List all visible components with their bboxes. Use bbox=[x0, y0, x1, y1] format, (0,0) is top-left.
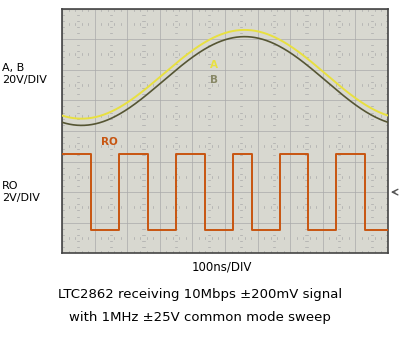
Text: RO
2V/DIV: RO 2V/DIV bbox=[2, 181, 40, 203]
Text: 100ns/DIV: 100ns/DIV bbox=[192, 260, 252, 273]
Text: RO: RO bbox=[101, 137, 118, 147]
Text: B: B bbox=[210, 75, 218, 85]
Text: A: A bbox=[210, 60, 218, 70]
Text: LTC2862 receiving 10Mbps ±200mV signal: LTC2862 receiving 10Mbps ±200mV signal bbox=[58, 288, 342, 301]
Text: with 1MHz ±25V common mode sweep: with 1MHz ±25V common mode sweep bbox=[69, 311, 331, 324]
Text: A, B
20V/DIV: A, B 20V/DIV bbox=[2, 64, 47, 85]
